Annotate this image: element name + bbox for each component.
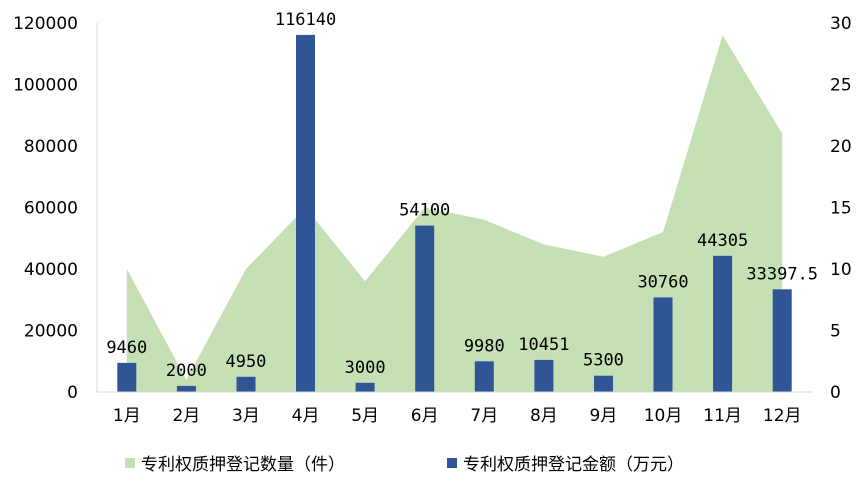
x-tick-label: 10月 <box>644 406 683 426</box>
area-series-patent-count <box>126 35 783 393</box>
y-left-tick-label: 40000 <box>24 260 78 280</box>
x-tick-label: 8月 <box>530 406 558 426</box>
x-tick-label: 9月 <box>590 406 618 426</box>
y-left-tick-label: 60000 <box>24 199 78 219</box>
bar-2 <box>176 385 196 392</box>
y-right-tick-label: 5 <box>830 322 841 342</box>
bar-6 <box>415 225 435 392</box>
bar-11 <box>713 255 733 392</box>
legend-label: 专利权质押登记金额（万元） <box>463 455 684 475</box>
bar-data-label: 4950 <box>225 352 266 372</box>
bar-data-label: 9460 <box>106 338 147 358</box>
area-layer <box>126 35 783 393</box>
x-tick-label: 11月 <box>703 406 742 426</box>
legend-swatch <box>125 458 135 468</box>
bar-data-label: 44305 <box>697 231 748 251</box>
bar-9 <box>594 375 613 392</box>
x-tick-label: 6月 <box>411 406 439 426</box>
bar-10 <box>653 297 673 392</box>
bar-8 <box>534 359 554 392</box>
x-tick-label: 3月 <box>232 406 260 426</box>
axes-layer: 0 20000 40000 60000 80000 100000 120000 0 5 10 15 2… <box>13 14 852 426</box>
y-right-tick-label: 0 <box>830 383 841 403</box>
bar-5 <box>355 382 375 392</box>
bar-data-label: 9980 <box>464 336 505 356</box>
bar-data-label: 2000 <box>166 361 207 381</box>
bar-data-label: 30760 <box>637 272 688 292</box>
bar-1 <box>117 362 137 392</box>
bar-data-label: 5300 <box>583 351 624 371</box>
bar-12 <box>772 289 792 392</box>
x-tick-label: 4月 <box>292 406 320 426</box>
x-tick-label: 5月 <box>351 406 379 426</box>
bar-data-label: 116140 <box>275 10 336 30</box>
bar-4 <box>296 34 315 393</box>
legend-label: 专利权质押登记数量（件） <box>141 455 345 475</box>
bar-data-label: 10451 <box>518 335 569 355</box>
legend-swatch <box>447 458 457 468</box>
y-left-tick-label: 20000 <box>24 322 78 342</box>
bars-layer <box>117 34 792 393</box>
y-left-tick-label: 0 <box>67 383 78 403</box>
y-right-tick-label: 10 <box>830 260 852 280</box>
bar-7 <box>474 361 494 392</box>
x-tick-label: 7月 <box>470 406 498 426</box>
data-labels-layer: 9460 2000 4950 116140 3000 54100 9980 10451 5300… <box>106 10 818 381</box>
y-left-tick-label: 100000 <box>13 76 78 96</box>
y-left-tick-label: 80000 <box>24 137 78 157</box>
x-tick-label: 1月 <box>113 406 141 426</box>
y-left-tick-label: 120000 <box>13 14 78 34</box>
y-right-tick-label: 30 <box>830 14 852 34</box>
bar-3 <box>236 376 256 392</box>
x-tick-label: 2月 <box>172 406 200 426</box>
y-right-tick-label: 25 <box>830 76 852 96</box>
legend: 专利权质押登记数量（件） 专利权质押登记金额（万元） <box>125 455 684 475</box>
bar-data-label: 33397.5 <box>746 264 818 284</box>
bar-data-label: 3000 <box>345 358 386 378</box>
y-right-tick-label: 20 <box>830 137 852 157</box>
y-right-tick-label: 15 <box>830 199 852 219</box>
x-tick-label: 12月 <box>763 406 802 426</box>
bar-data-label: 54100 <box>399 201 450 221</box>
